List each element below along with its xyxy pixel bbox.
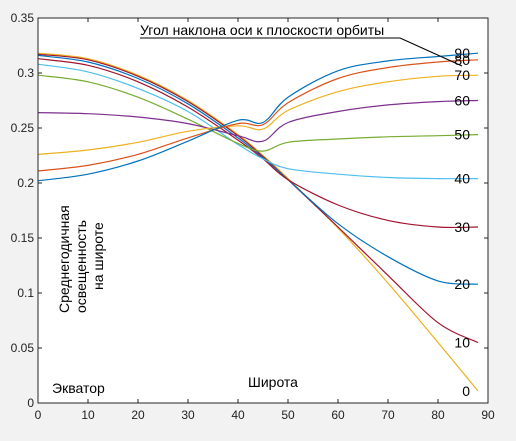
x-tick-label: 0 bbox=[35, 408, 42, 422]
y-note-line-2: освещенность bbox=[73, 220, 89, 313]
series-label-10: 10 bbox=[454, 335, 470, 351]
y-tick-label: 0.3 bbox=[17, 66, 34, 80]
x-tick-label: 90 bbox=[481, 408, 495, 422]
series-label-80: 80 bbox=[454, 52, 470, 68]
y-tick-label: 0.2 bbox=[17, 176, 34, 190]
series-label-50: 50 bbox=[454, 127, 470, 143]
x-tick-label: 40 bbox=[231, 408, 245, 422]
series-label-40: 40 bbox=[454, 171, 470, 187]
series-line-60 bbox=[37, 99, 479, 143]
plot-frame bbox=[37, 17, 489, 404]
y-note-line-3: на широте bbox=[90, 222, 106, 290]
y-tick-label: 0.1 bbox=[17, 286, 34, 300]
x-tick-label: 80 bbox=[431, 408, 445, 422]
y-tick-label: 0 bbox=[27, 396, 34, 410]
series-line-50 bbox=[37, 74, 479, 152]
series-line-90 bbox=[37, 52, 479, 182]
plot-background bbox=[38, 18, 488, 403]
series-line-20 bbox=[37, 54, 479, 285]
series-label-0: 0 bbox=[462, 383, 470, 399]
y-note-line-1: Среднегодичная bbox=[56, 205, 72, 313]
axes-layer bbox=[37, 17, 489, 404]
x-tick-label: 60 bbox=[331, 408, 345, 422]
series-line-80 bbox=[37, 59, 479, 172]
x-tick-label: 10 bbox=[81, 408, 95, 422]
x-axis-label: Широта bbox=[248, 374, 298, 390]
legend-title: Угол наклона оси к плоскости орбиты bbox=[140, 22, 384, 38]
series-line-40 bbox=[37, 63, 479, 180]
x-axis: 0 10 20 30 40 50 60 70 80 90 bbox=[35, 18, 495, 422]
legend-title-pointer bbox=[399, 37, 463, 67]
series-label-90: 90 bbox=[454, 45, 470, 61]
y-tick-label: 0.05 bbox=[11, 341, 35, 355]
series-label-70: 70 bbox=[454, 67, 470, 83]
series-layer bbox=[37, 52, 479, 392]
y-tick-label: 0.25 bbox=[11, 121, 35, 135]
x-tick-label: 30 bbox=[181, 408, 195, 422]
series-line-0 bbox=[37, 52, 479, 392]
y-axis: 0 0.05 0.1 0.15 0.2 0.25 0.3 0.35 bbox=[11, 11, 488, 410]
y-tick-label: 0.15 bbox=[11, 231, 35, 245]
x-tick-label: 50 bbox=[281, 408, 295, 422]
series-label-60: 60 bbox=[454, 93, 470, 109]
x-tick-label: 70 bbox=[381, 408, 395, 422]
series-line-10 bbox=[37, 53, 479, 344]
equator-label: Экватор bbox=[52, 380, 105, 396]
series-line-70 bbox=[37, 74, 479, 155]
x-tick-label: 20 bbox=[131, 408, 145, 422]
series-label-30: 30 bbox=[454, 219, 470, 235]
series-label-20: 20 bbox=[454, 276, 470, 292]
y-tick-label: 0.35 bbox=[11, 11, 35, 25]
